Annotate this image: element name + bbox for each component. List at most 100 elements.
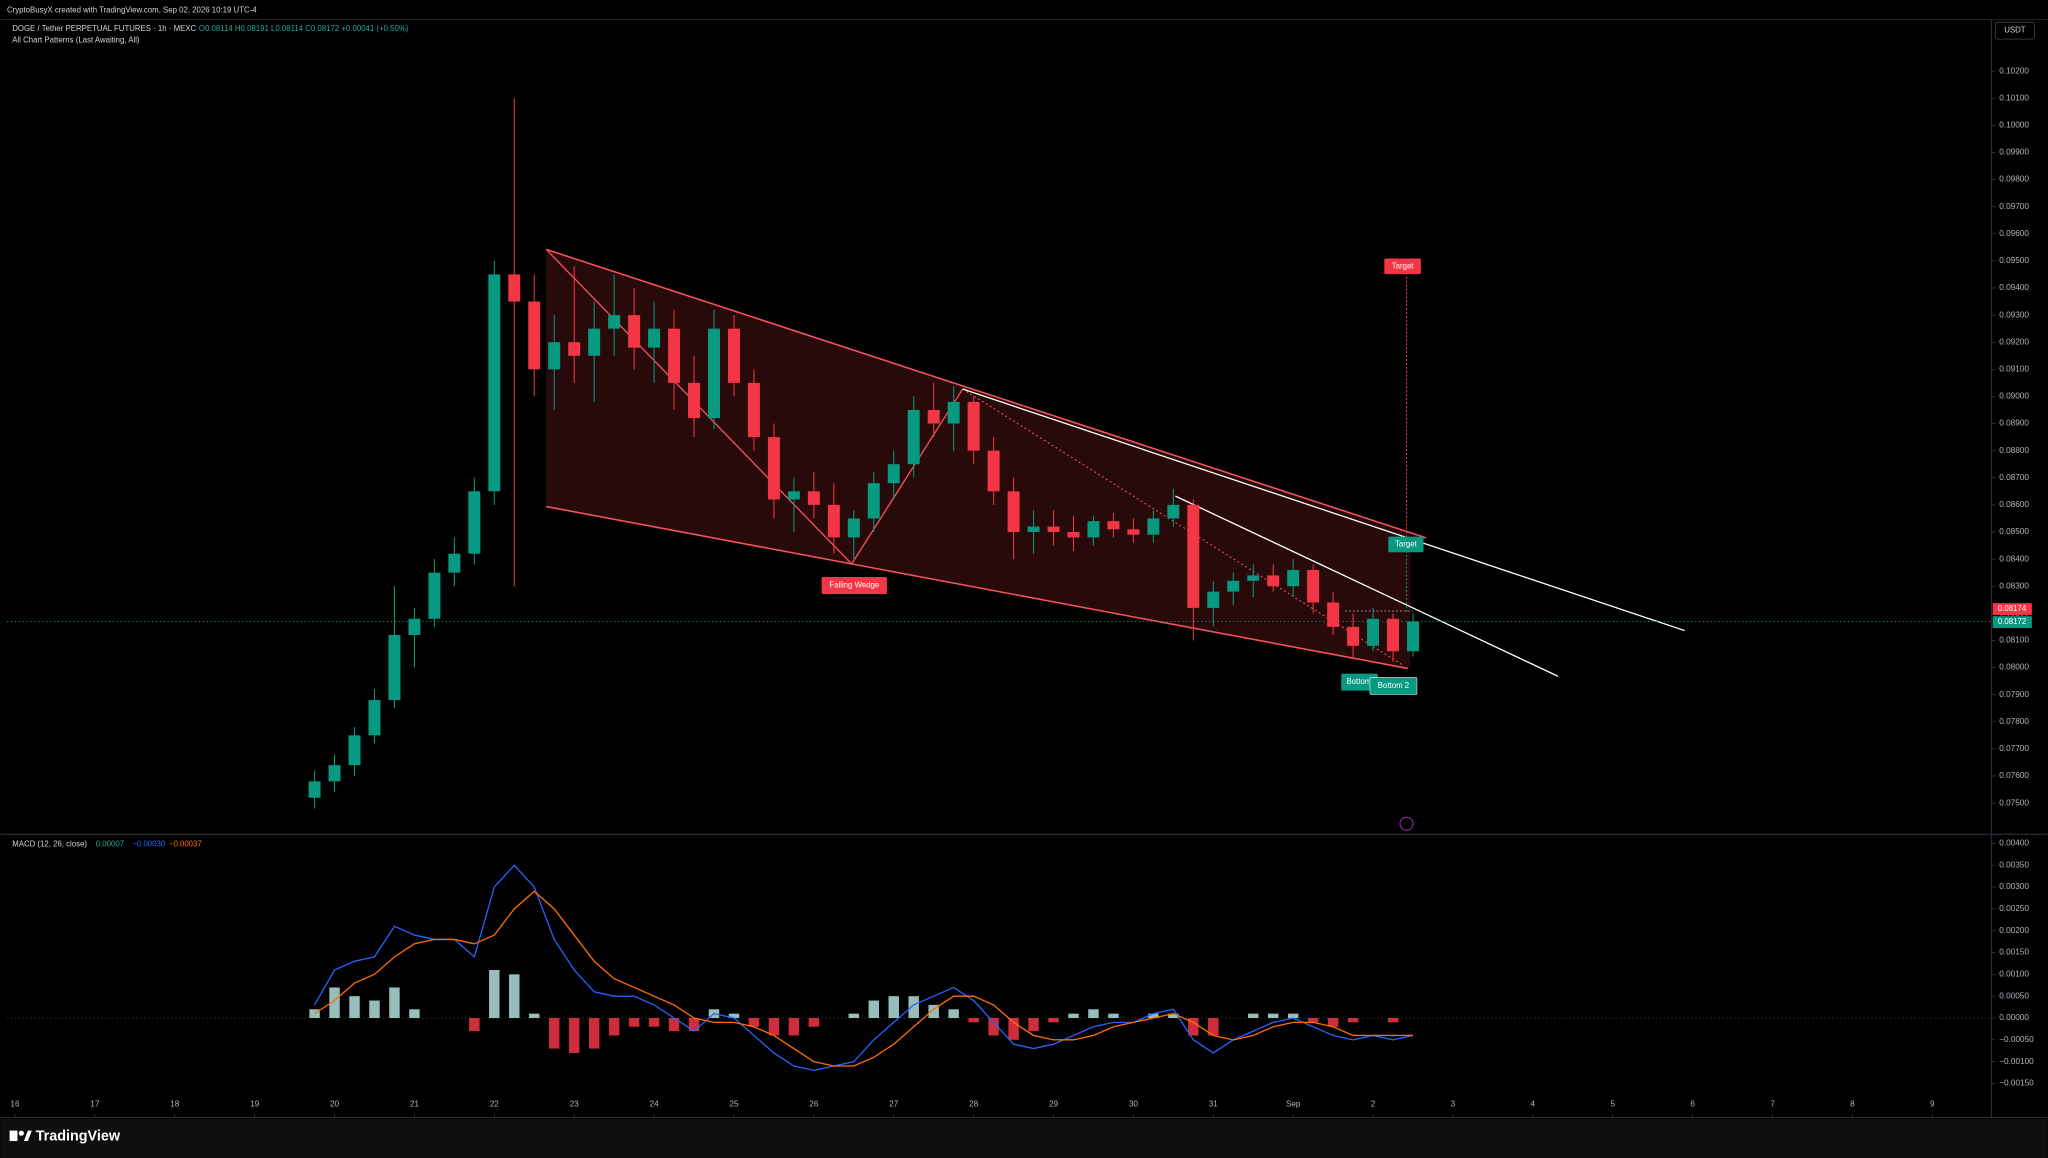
candle-body xyxy=(1007,491,1020,532)
histogram-bar xyxy=(768,1018,780,1036)
pattern-label-bg xyxy=(821,577,887,595)
histogram-bar xyxy=(1287,1013,1299,1019)
y-tick-label: 0.09700 xyxy=(1999,202,2029,211)
candle-body xyxy=(568,342,581,356)
y-tick-label: 0.00100 xyxy=(1999,970,2029,979)
y-tick-label: 0.09400 xyxy=(1999,283,2029,292)
currency[interactable]: USDT xyxy=(2004,26,2026,35)
candle-body xyxy=(648,328,661,348)
bottom-label: Bottom 2 xyxy=(1378,681,1409,690)
histogram-bar xyxy=(1148,1013,1159,1019)
x-tick-label: 23 xyxy=(570,1100,580,1109)
candle-body xyxy=(947,401,960,424)
candle-body xyxy=(488,274,501,492)
histogram-bar xyxy=(409,1009,420,1019)
histogram-bar xyxy=(788,1018,800,1036)
x-tick-label: 3 xyxy=(1451,1100,1456,1109)
x-tick-label: 24 xyxy=(650,1100,660,1109)
histogram-bar xyxy=(1028,1018,1039,1032)
y-tick-label: 0.07800 xyxy=(1999,717,2029,726)
x-tick-label: 22 xyxy=(490,1100,500,1109)
x-tick-label: 28 xyxy=(969,1100,979,1109)
bottom-label-bg xyxy=(1341,673,1378,691)
indicator-name: All Chart Patterns (Last Awaiting, All) xyxy=(12,36,140,45)
candle-body xyxy=(668,328,681,383)
y-tick-label: 0.09900 xyxy=(1999,148,2029,157)
x-tick-label: 7 xyxy=(1770,1100,1775,1109)
candle-body xyxy=(408,618,421,636)
histogram-bar xyxy=(588,1018,600,1049)
y-tick-label: 0.08500 xyxy=(1999,527,2029,536)
y-tick-label: 0.00200 xyxy=(1999,926,2029,935)
bottom-label: Bottom xyxy=(1346,677,1371,686)
signal-line xyxy=(314,890,1414,1067)
histogram-bar xyxy=(1347,1018,1359,1023)
target-label: Target xyxy=(1392,261,1415,270)
candle-body xyxy=(1027,526,1040,532)
candle-body xyxy=(1207,591,1220,608)
target-label-bg xyxy=(1388,536,1424,553)
candle-body xyxy=(1187,504,1200,608)
currency-button[interactable] xyxy=(1994,21,2035,40)
histogram-bar xyxy=(808,1018,820,1027)
plot: 0.07500 0.07600 0.07700 0.07800 0.07900 0.080… xyxy=(6,66,2034,1118)
histogram-bar xyxy=(469,1018,480,1032)
x-tick-label: 8 xyxy=(1850,1100,1855,1109)
x-tick-label: Sep xyxy=(1286,1100,1301,1109)
candle-body xyxy=(548,342,561,370)
x-tick-label: 5 xyxy=(1610,1100,1615,1109)
histogram-bar xyxy=(1088,1009,1099,1019)
macd-title: MACD (12, 26, close) xyxy=(12,840,87,849)
y-tick-label: 0.08900 xyxy=(1999,419,2029,428)
y-tick-label: 0.08700 xyxy=(1999,473,2029,482)
histogram-bar xyxy=(1267,1013,1279,1019)
candle-body xyxy=(1307,569,1320,603)
credit: CryptoBusyX created with TradingView.com… xyxy=(7,6,257,15)
histogram-bar xyxy=(728,1013,740,1019)
histogram-bar xyxy=(1068,1013,1079,1019)
price-badge xyxy=(1992,603,2032,615)
histogram-bar xyxy=(608,1018,620,1036)
histogram-bar xyxy=(1168,1013,1179,1019)
candle-body xyxy=(368,700,381,736)
histogram-bar xyxy=(1307,1018,1319,1023)
histogram-bar xyxy=(509,974,520,1019)
y-tick-label: 0.09500 xyxy=(1999,256,2029,265)
y-tick-label: 0.07900 xyxy=(1999,690,2029,699)
candle-body xyxy=(1227,580,1240,592)
histogram-bar xyxy=(628,1018,640,1027)
candle-body xyxy=(1267,575,1280,587)
candle-body xyxy=(588,328,601,356)
event-icon[interactable] xyxy=(1399,816,1414,831)
target-label: Target xyxy=(1395,539,1418,548)
candle-body xyxy=(827,504,840,538)
y-tick-label: 0.08100 xyxy=(1999,636,2029,645)
candle-body xyxy=(1407,621,1420,652)
target-label-bg xyxy=(1384,258,1421,275)
macd-legend-value: −0.00030 xyxy=(132,840,166,849)
histogram-bar xyxy=(1387,1018,1399,1023)
candle-body xyxy=(847,518,860,538)
candle-body xyxy=(1367,618,1380,646)
candle-body xyxy=(1147,518,1160,535)
candle-body xyxy=(1107,521,1120,530)
candle-body xyxy=(328,765,341,782)
x-tick-label: 29 xyxy=(1049,1100,1059,1109)
candle-body xyxy=(688,382,701,419)
y-tick-label: 0.08800 xyxy=(1999,446,2029,455)
footer-bar xyxy=(0,1118,2048,1158)
y-tick-label: 0.00050 xyxy=(1999,991,2029,1000)
candle-body xyxy=(308,781,321,798)
x-tick-label: 18 xyxy=(170,1100,180,1109)
candle-body xyxy=(987,450,1000,492)
macd-legend-value: −0.00037 xyxy=(169,840,202,849)
histogram-bar xyxy=(529,1013,540,1019)
y-tick-label: 0.09300 xyxy=(1999,310,2029,319)
ohlc: O0.08114 H0.08191 L0.08114 C0.08172 +0.0… xyxy=(199,24,409,33)
candle-body xyxy=(428,572,441,619)
x-tick-label: 31 xyxy=(1209,1100,1219,1109)
y-tick-label: 0.09600 xyxy=(1999,229,2029,238)
histogram-bar xyxy=(1327,1018,1339,1027)
y-tick-label: −0.00100 xyxy=(1999,1057,2034,1066)
